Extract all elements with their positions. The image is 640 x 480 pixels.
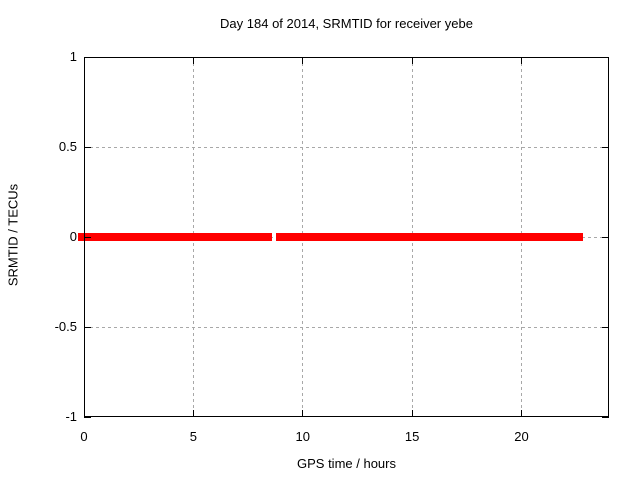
plot-area (78, 56, 609, 418)
y-tick-right (602, 326, 609, 328)
x-tick-top (83, 57, 85, 64)
x-tick-label: 5 (189, 429, 197, 444)
x-tick-label: 0 (80, 429, 88, 444)
chart-title: Day 184 of 2014, SRMTID for receiver yeb… (220, 16, 473, 31)
y-tick-right (602, 56, 609, 58)
y-tick-label: 0 (69, 229, 77, 244)
x-tick-top (521, 57, 522, 64)
x-axis-label: GPS time / hours (297, 456, 396, 471)
x-tick-label: 10 (295, 429, 310, 444)
x-tick-label: 15 (404, 429, 420, 444)
x-tick-top (302, 57, 304, 64)
x-tick-top (192, 57, 194, 64)
data-line-segment (276, 233, 583, 241)
x-tick-label: 20 (514, 429, 529, 444)
y-tick-right (602, 146, 609, 148)
y-tick-right (602, 236, 609, 238)
x-tick-top (411, 57, 413, 64)
h-gridline (84, 326, 609, 328)
y-tick-left (84, 416, 91, 418)
data-line-segment (78, 233, 273, 241)
x-tick-bottom (411, 410, 413, 417)
x-tick-bottom (302, 410, 304, 417)
y-axis-label: SRMTID / TECUs (5, 183, 21, 287)
y-tick-label: -1 (65, 409, 77, 424)
y-tick-label: -0.5 (54, 319, 77, 334)
y-tick-left (84, 326, 91, 328)
x-tick-bottom (192, 410, 194, 417)
x-tick-bottom (521, 410, 522, 417)
y-tick-left (84, 56, 91, 58)
y-tick-left (84, 236, 91, 238)
y-tick-label: 0.5 (58, 139, 77, 154)
y-tick-right (602, 416, 609, 418)
y-tick-label: 1 (69, 49, 77, 64)
h-gridline (84, 146, 609, 148)
y-tick-left (84, 146, 91, 148)
